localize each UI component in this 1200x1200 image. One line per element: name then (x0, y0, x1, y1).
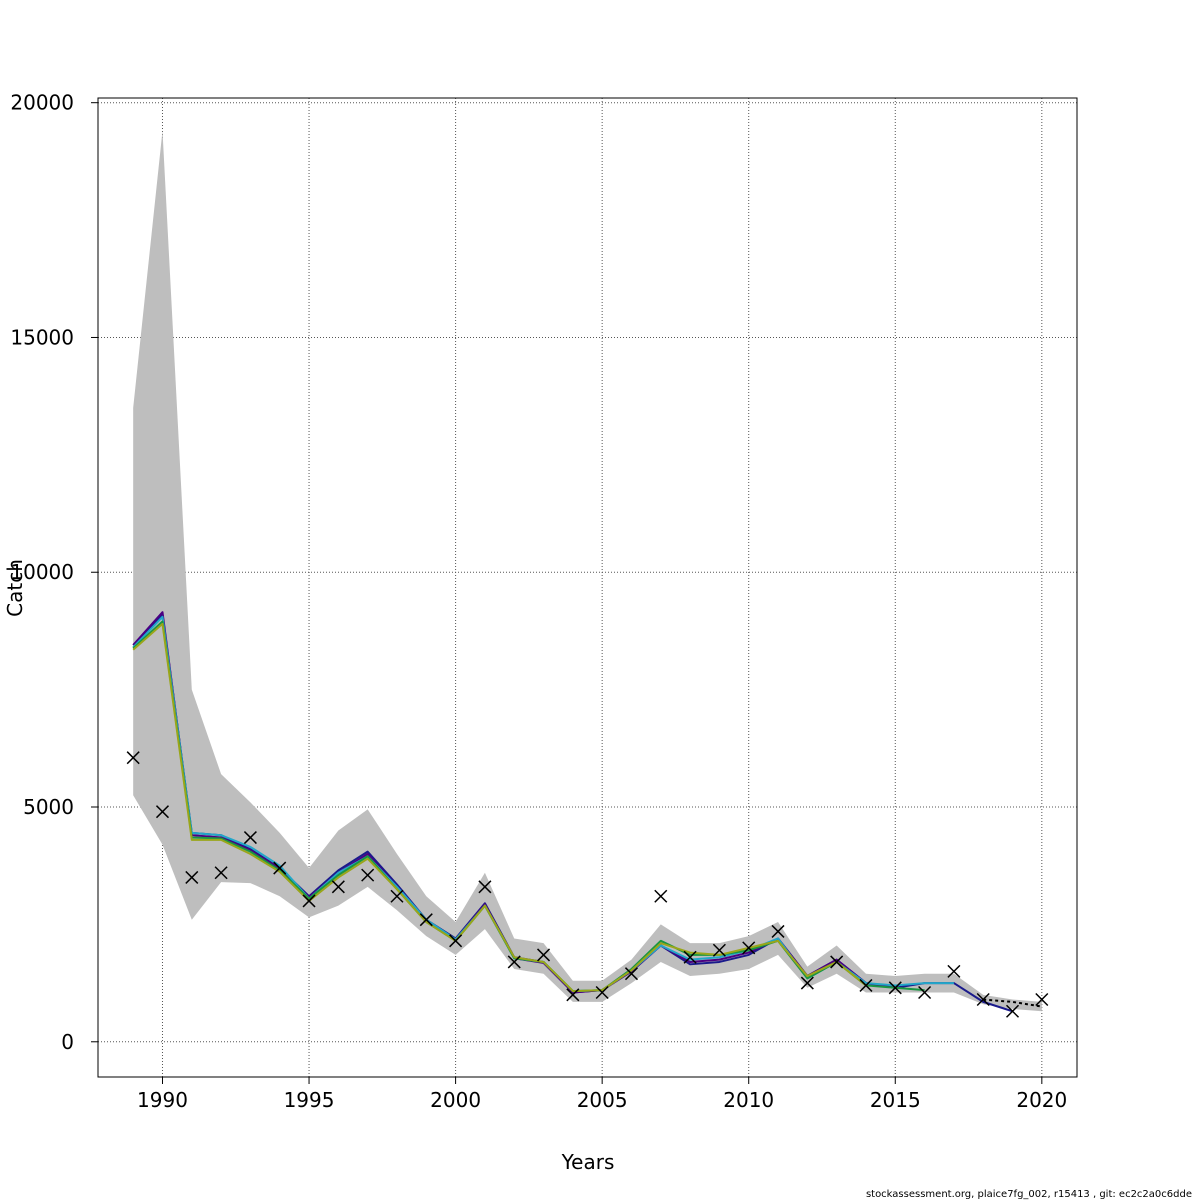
observed-point (947, 964, 961, 978)
observed-point (214, 866, 228, 880)
observed-point (654, 889, 668, 903)
observed-point (771, 924, 785, 938)
footer-caption: stockassessment.org, plaice7fg_002, r154… (865, 1189, 1192, 1200)
observed-point (155, 805, 170, 819)
observed-point (419, 913, 433, 927)
observed-point (185, 870, 199, 884)
observed-point (888, 981, 902, 995)
y-tick-label: 0 (61, 1030, 74, 1054)
observed-markers (126, 751, 1049, 1018)
observed-point (361, 868, 375, 882)
x-axis-title: Years (561, 1150, 615, 1174)
observed-point (537, 948, 551, 962)
x-tick-label: 1990 (137, 1088, 188, 1112)
observed-point (566, 988, 580, 1002)
y-tick-label: 10000 (10, 560, 74, 584)
observed-point (800, 976, 814, 990)
observed-point (126, 751, 140, 765)
x-tick-label: 1995 (284, 1088, 335, 1112)
y-axis: 0 5000 10000 15000 20000 (10, 91, 98, 1054)
observed-point (918, 985, 932, 1000)
x-axis: 1990 1995 2000 2005 2010 2015 2020 (137, 1077, 1067, 1112)
observed-point (742, 941, 756, 955)
observed-point (712, 943, 726, 957)
observed-point (624, 967, 638, 981)
observed-point (507, 955, 521, 969)
y-tick-label: 15000 (10, 325, 74, 349)
observed-point (302, 894, 316, 908)
observed-point (331, 880, 345, 894)
plot-frame (97, 97, 1078, 1078)
series-lines (132, 611, 1042, 1013)
confidence-band (133, 130, 1042, 1012)
series-line-5 (132, 622, 867, 993)
observed-point (1005, 1004, 1020, 1018)
x-tick-label: 2020 (1016, 1088, 1067, 1112)
x-tick-label: 2000 (430, 1088, 481, 1112)
observed-point (976, 992, 990, 1007)
observed-point (683, 950, 697, 964)
series-line-6 (983, 998, 1042, 1008)
observed-point (243, 831, 257, 845)
observed-point (273, 861, 287, 875)
y-tick-label: 5000 (23, 795, 74, 819)
confidence-band-area (133, 130, 1042, 1012)
observed-point (595, 985, 609, 1000)
x-tick-label: 2010 (723, 1088, 774, 1112)
y-tick-label: 20000 (10, 91, 74, 115)
observed-point (449, 934, 463, 948)
y-axis-title: Catch (3, 559, 27, 617)
observed-point (390, 889, 404, 903)
grid-lines (98, 98, 1077, 1077)
observed-point (859, 978, 873, 992)
observed-point (830, 955, 844, 969)
series-line-3 (132, 615, 954, 993)
x-tick-label: 2005 (577, 1088, 628, 1112)
series-line-1 (132, 613, 1013, 1013)
observed-point (478, 880, 492, 894)
x-tick-label: 2015 (870, 1088, 921, 1112)
observed-point (1035, 992, 1049, 1007)
